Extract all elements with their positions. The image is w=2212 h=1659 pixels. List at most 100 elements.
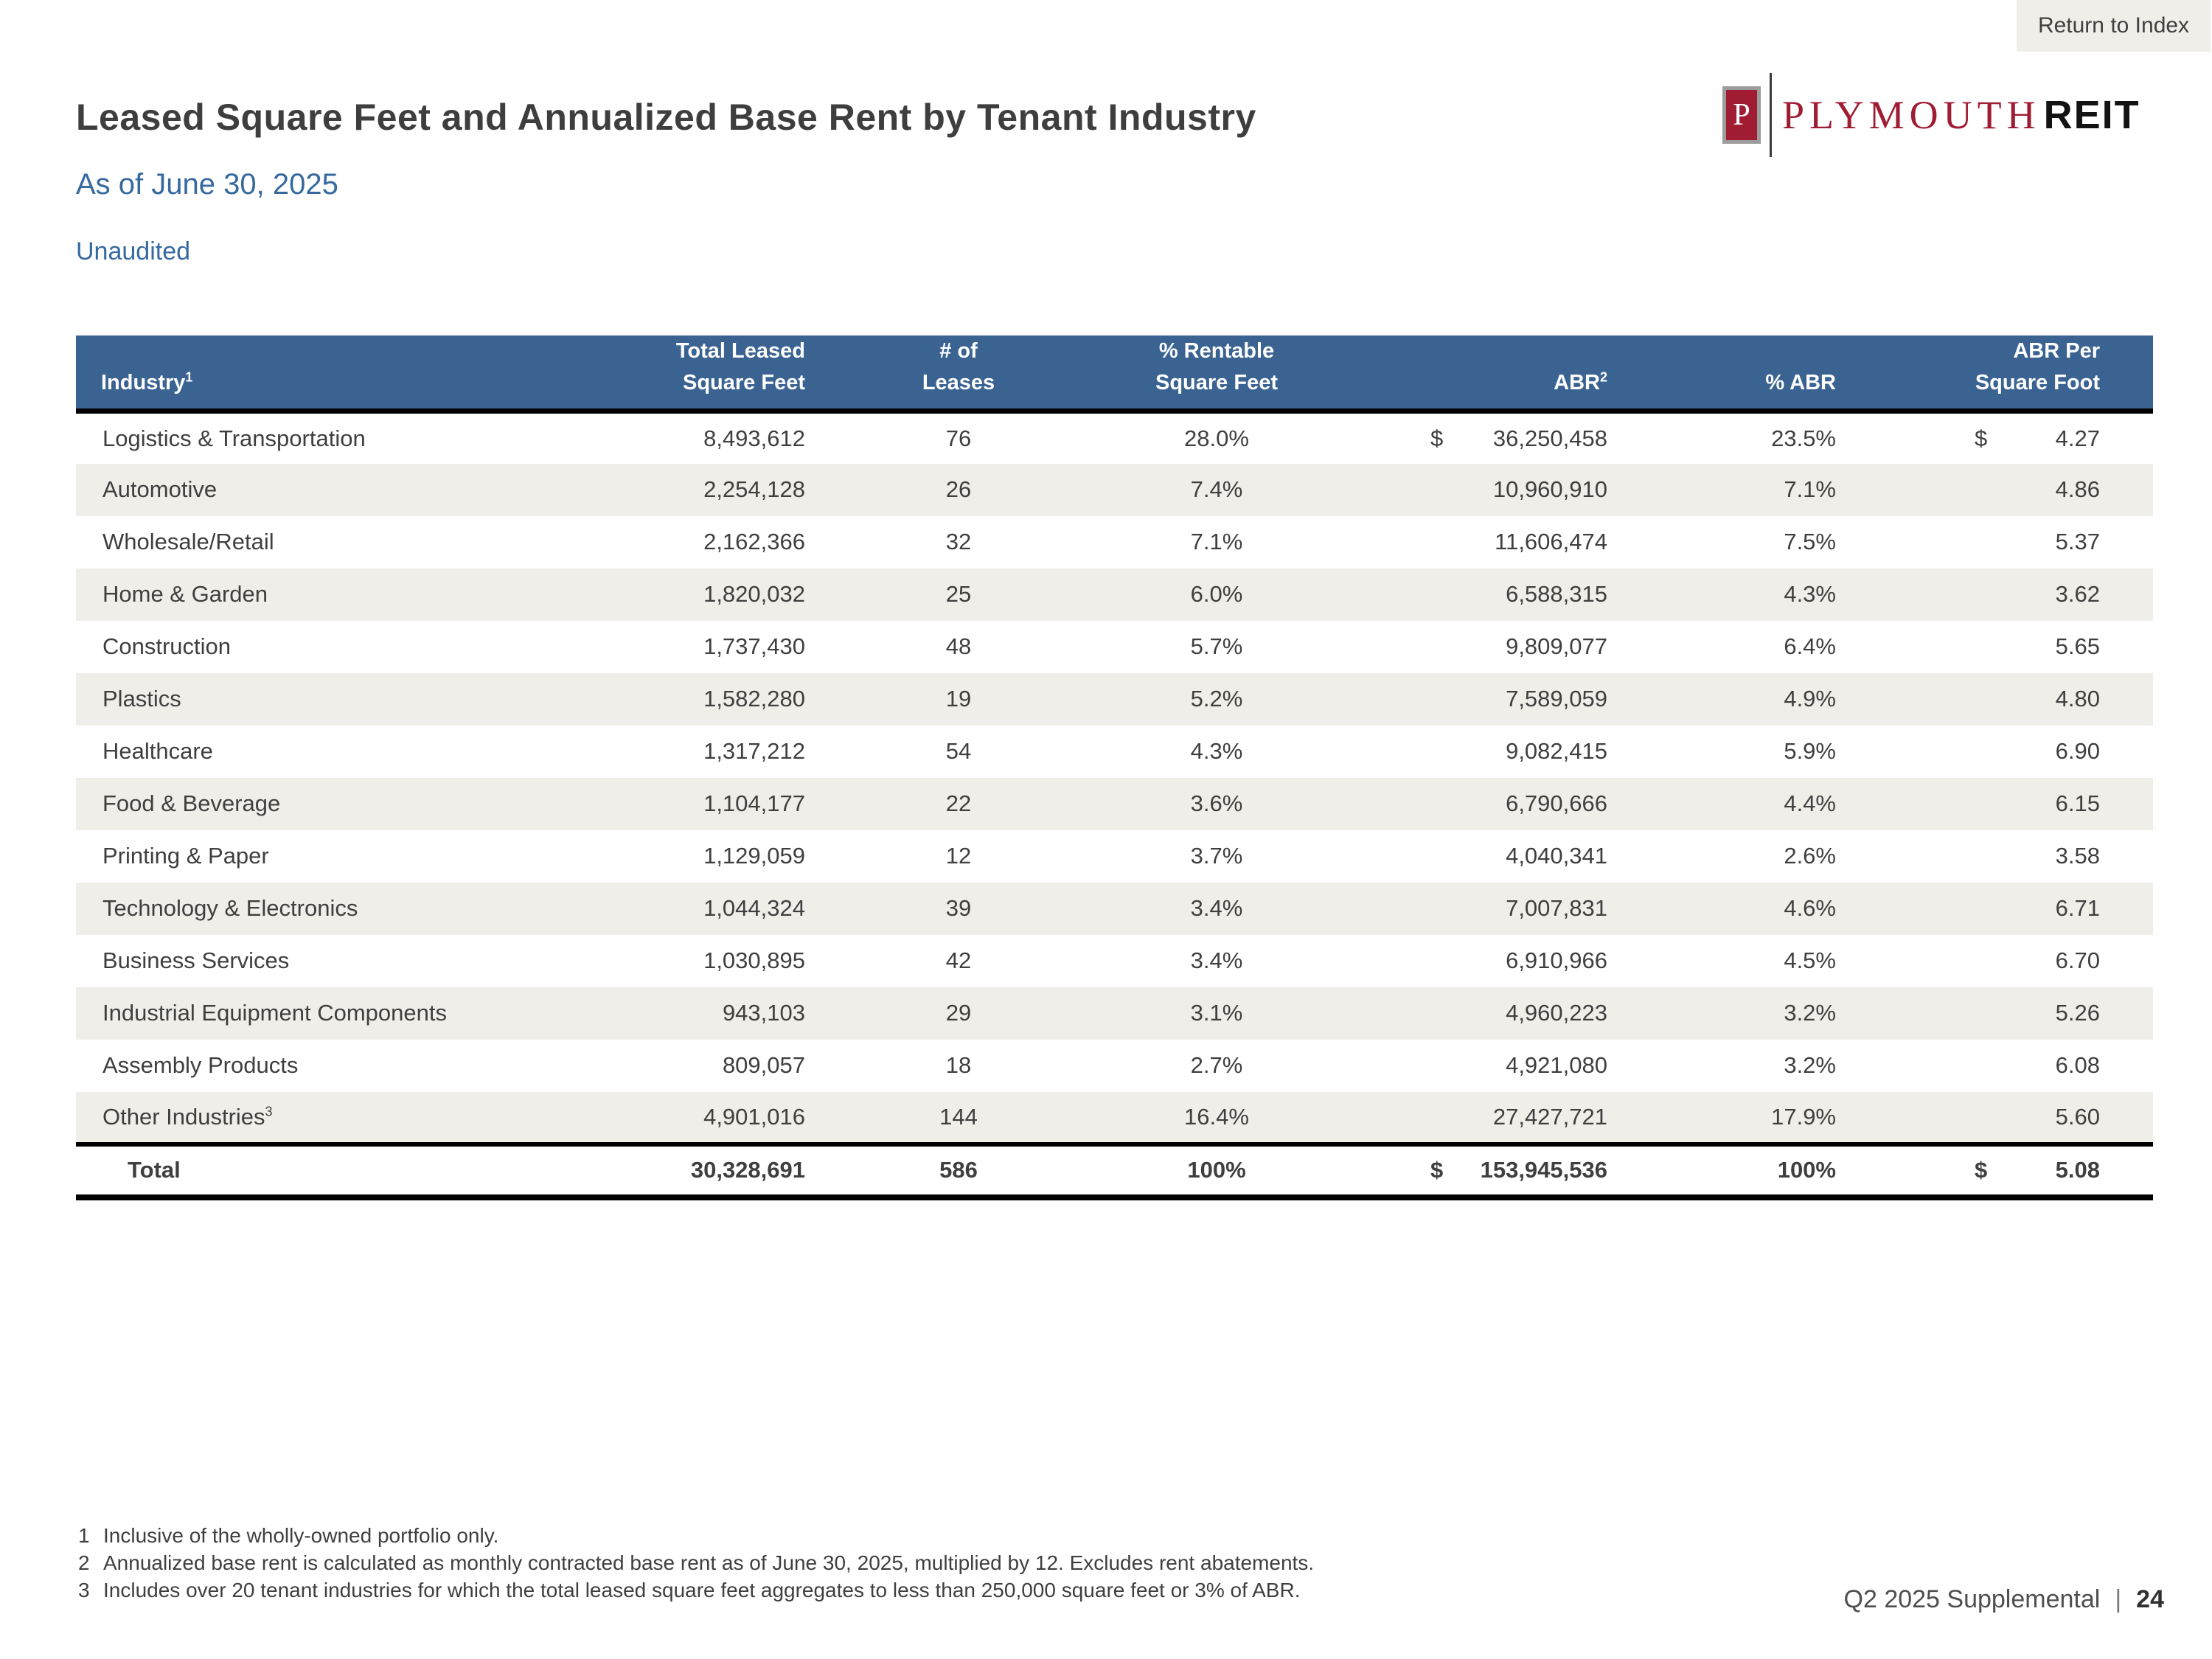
cell-total-pct-abr: 100% <box>1777 1157 1836 1183</box>
logo-wordmark-suffix: REIT <box>2043 93 2140 137</box>
table-row: Printing & Paper 1,129,059 12 3.7% 4,040,341… <box>76 830 2153 883</box>
cell-abr: 6,790,666 <box>1506 790 1607 816</box>
cell-abr: 9,809,077 <box>1506 633 1607 659</box>
cell-abr-per-sf: 5.65 <box>2055 633 2100 659</box>
cell-pct-abr: 2.6% <box>1784 843 1836 869</box>
cell-total-leased-sf: 1,317,212 <box>703 738 805 764</box>
cell-abr-per-sf: 6.70 <box>2055 947 2100 973</box>
total-row: Total 30,328,691 586 100% $ 153,945,536 … <box>76 1144 2153 1197</box>
cell-abr-per-sf: 5.60 <box>2055 1103 2100 1130</box>
cell-abr: 6,588,315 <box>1506 581 1607 607</box>
industry-table: Industry1 Total Leased Square Feet # of … <box>76 335 2153 1200</box>
cell-total-leased-sf: 1,820,032 <box>703 581 805 607</box>
cell-abr-per-sf: 6.90 <box>2055 738 2100 764</box>
cell-pct-abr: 4.5% <box>1784 947 1836 973</box>
table-row: Healthcare 1,317,212 54 4.3% 9,082,415 5.9% 6.… <box>76 726 2153 778</box>
logo-monogram-letter: P <box>1733 98 1750 132</box>
table-row: Automotive 2,254,128 26 7.4% 10,960,910 7.1% 4… <box>76 463 2153 516</box>
cell-leases: 25 <box>945 581 972 607</box>
cell-pct-abr: 17.9% <box>1771 1103 1836 1130</box>
footer-page-number: 24 <box>2136 1585 2164 1613</box>
cell-leases: 48 <box>945 633 972 659</box>
plymouth-reit-logo: P PLYMOUTH REIT <box>1722 71 2140 159</box>
cell-pct-rentable: 5.2% <box>1190 686 1243 712</box>
cell-pct-rentable: 28.0% <box>1184 425 1249 451</box>
cell-abr-per-sf: 4.80 <box>2055 686 2100 712</box>
cell-abr-per-sf: 3.58 <box>2055 843 2100 869</box>
page-footer: Q2 2025 Supplemental | 24 <box>1844 1585 2164 1614</box>
cell-industry: Healthcare <box>102 738 213 764</box>
cell-abr: 4,921,080 <box>1506 1052 1607 1078</box>
cell-industry: Plastics <box>102 686 181 712</box>
cell-total-leased-sf: 8,493,612 <box>703 425 805 451</box>
cell-leases: 32 <box>945 529 972 554</box>
cell-total-leased-sf: 1,582,280 <box>703 686 805 712</box>
cell-total-abr-per-sf: $ 5.08 <box>1975 1157 2100 1183</box>
cell-pct-rentable: 5.7% <box>1190 633 1243 659</box>
cell-total-leased-sf: 2,162,366 <box>703 529 805 554</box>
cell-leases: 26 <box>945 476 972 502</box>
dollar-sign: $ <box>1430 1157 1444 1183</box>
table-row: Industrial Equipment Components 943,103 29… <box>76 987 2153 1040</box>
cell-abr: 6,910,966 <box>1506 947 1607 973</box>
return-to-index-button[interactable]: Return to Index <box>2017 0 2211 52</box>
column-header-abr: ABR2 <box>1327 335 1615 414</box>
logo-divider <box>1770 73 1772 157</box>
cell-abr: 7,589,059 <box>1506 686 1607 712</box>
cell-pct-abr: 4.4% <box>1784 790 1836 816</box>
cell-leases: 19 <box>945 686 972 712</box>
cell-pct-abr: 7.5% <box>1784 529 1836 554</box>
table-row: Logistics & Transportation 8,493,612 76 28.… <box>76 411 2153 464</box>
cell-total-leased-sf: 30,328,691 <box>690 1157 805 1183</box>
cell-abr-per-sf: $4.27 <box>1975 425 2100 451</box>
unaudited-label: Unaudited <box>76 237 191 265</box>
cell-industry: Home & Garden <box>102 581 268 607</box>
table-header: Industry1 Total Leased Square Feet # of … <box>76 335 2153 414</box>
cell-pct-abr: 7.1% <box>1784 476 1836 502</box>
cell-pct-rentable: 7.1% <box>1190 529 1243 554</box>
industry-table-body: Logistics & Transportation 8,493,612 76 28.… <box>76 411 2153 1144</box>
cell-total-leased-sf: 4,901,016 <box>703 1103 805 1130</box>
table-row: Assembly Products 809,057 18 2.7% 4,921,080 3… <box>76 1040 2153 1092</box>
cell-abr: 9,082,415 <box>1506 738 1607 764</box>
dollar-sign: $ <box>1975 425 1988 451</box>
cell-total-label: Total <box>128 1157 181 1183</box>
cell-abr-per-sf: 6.08 <box>2055 1052 2100 1078</box>
column-header-pct-rentable-sf: % Rentable Square Feet <box>1106 335 1327 414</box>
cell-leases: 39 <box>945 895 972 921</box>
cell-leases: 29 <box>945 1000 972 1026</box>
industry-table-total: Total 30,328,691 586 100% $ 153,945,536 … <box>76 1144 2153 1197</box>
cell-leases: 144 <box>939 1103 978 1130</box>
table-row: Other Industries3 4,901,016 144 16.4% 27,427… <box>76 1091 2153 1144</box>
column-header-num-leases: # of Leases <box>811 335 1106 414</box>
footnotes: 1 Inclusive of the wholly-owned portfolio… <box>78 1522 1314 1604</box>
cell-abr-per-sf: 6.15 <box>2055 790 2100 816</box>
cell-total-leased-sf: 943,103 <box>722 1000 805 1026</box>
cell-pct-abr: 6.4% <box>1784 633 1836 659</box>
cell-pct-rentable: 2.7% <box>1190 1052 1243 1078</box>
cell-industry: Logistics & Transportation <box>102 425 366 451</box>
cell-abr-per-sf: 6.71 <box>2055 895 2100 921</box>
cell-pct-abr: 4.3% <box>1784 581 1836 607</box>
footnote-1: 1 Inclusive of the wholly-owned portfolio… <box>78 1524 499 1547</box>
cell-industry: Industrial Equipment Components <box>102 1000 447 1026</box>
cell-total-leased-sf: 2,254,128 <box>703 476 805 502</box>
cell-abr-per-sf: 5.26 <box>2055 1000 2100 1026</box>
table-row: Business Services 1,030,895 42 3.4% 6,910,96… <box>76 935 2153 987</box>
cell-industry: Assembly Products <box>102 1052 299 1078</box>
cell-industry: Construction <box>102 633 232 659</box>
cell-pct-rentable: 3.4% <box>1190 895 1243 921</box>
cell-abr: 10,960,910 <box>1492 476 1607 502</box>
cell-leases: 76 <box>945 425 972 451</box>
cell-leases: 42 <box>945 947 972 973</box>
cell-pct-rentable: 3.4% <box>1190 947 1243 973</box>
page-title: Leased Square Feet and Annualized Base R… <box>76 97 1256 138</box>
cell-leases: 12 <box>945 843 972 869</box>
cell-total-leases: 586 <box>939 1157 978 1183</box>
cell-total-leased-sf: 1,129,059 <box>703 843 805 869</box>
cell-pct-rentable: 6.0% <box>1190 581 1243 607</box>
cell-total-leased-sf: 1,030,895 <box>703 947 805 973</box>
column-header-pct-abr: % ABR <box>1615 335 1843 414</box>
table-row: Construction 1,737,430 48 5.7% 9,809,077 6.4%… <box>76 621 2153 673</box>
